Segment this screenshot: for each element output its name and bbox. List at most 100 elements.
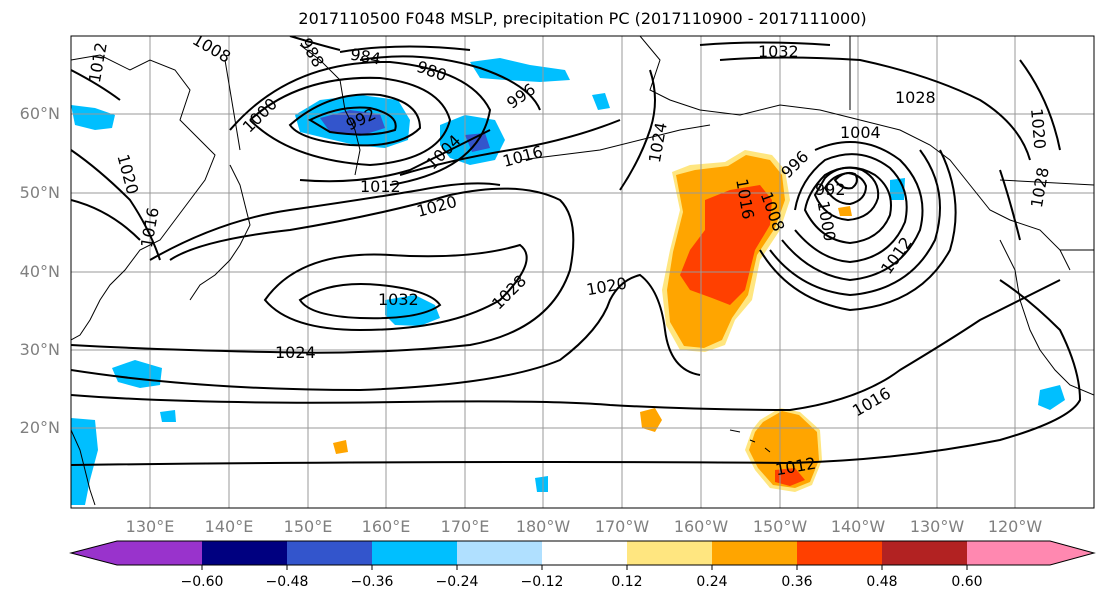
isobar-1012-nw (71, 69, 121, 101)
isobar-1024-north (619, 69, 656, 191)
precip-negative (71, 58, 1065, 505)
label-1004: 1004 (840, 123, 881, 142)
colorbar-tick-label: −0.48 (266, 574, 309, 590)
label-1012-north: 1012 (360, 177, 401, 196)
latitude-labels: 60°N 50°N 40°N 30°N 20°N (20, 104, 60, 437)
colorbar-ticks (201, 565, 968, 570)
colorbar-segment (542, 541, 627, 565)
precip-red-orange (680, 185, 772, 305)
precip-neg-5 (385, 295, 440, 326)
lon-label-160w: 160°W (674, 517, 729, 536)
label-1024: 1024 (275, 343, 316, 362)
isobar-labels: 1032 1032 1028 1028 1028 1024 1024 1020 … (85, 36, 1053, 479)
isobar-1012-low (759, 149, 957, 312)
colorbar-tick-label: −0.24 (436, 574, 479, 590)
lon-label-150w: 150°W (753, 517, 808, 536)
aleutians (519, 124, 711, 161)
colorbar-segment (287, 541, 372, 565)
isobar-1008 (769, 149, 941, 297)
label-1028-ne: 1028 (1027, 166, 1053, 209)
colorbar-segment (457, 541, 542, 565)
lon-label-170e: 170°E (441, 517, 490, 536)
map-frame (70, 35, 1095, 509)
colorbar-segment (712, 541, 797, 565)
lat-label-40n: 40°N (20, 262, 60, 281)
japan (189, 164, 251, 301)
isobar-996 (803, 166, 892, 245)
isobar-1004-west (229, 60, 492, 186)
isobar-996-west (288, 93, 422, 147)
colorbar-tick-label: −0.60 (181, 574, 224, 590)
lon-label-140e: 140°E (205, 517, 254, 536)
label-1028-north: 1028 (895, 88, 936, 107)
precip-neg-8 (1038, 385, 1065, 410)
label-992: 992 (815, 180, 846, 199)
isobar-1012-south (71, 279, 1082, 466)
lat-label-30n: 30°N (20, 340, 60, 359)
isobar-984-low (833, 171, 858, 190)
precip-neg-7 (71, 418, 98, 505)
precip-neg-3 (470, 58, 570, 82)
label-1000: 1000 (814, 199, 840, 242)
isobar-1028-north (719, 56, 1031, 161)
label-1020-nw: 1020 (113, 152, 142, 196)
label-1020-ne: 1020 (1027, 108, 1049, 150)
graticule (71, 36, 1094, 508)
isobar-1016-south (71, 279, 1061, 412)
precip-neg-11 (535, 476, 548, 492)
isobar-1004 (781, 141, 924, 282)
colorbar-tick-label: 0.24 (696, 574, 727, 590)
isobar-1016-nw (71, 199, 141, 241)
philippines (71, 429, 96, 506)
coastlines (71, 36, 1094, 506)
lon-label-140w: 140°W (831, 517, 886, 536)
isobar-992 (813, 166, 880, 222)
colorbar: −0.60 −0.48 −0.36 −0.24 −0.12 0.12 0.24 … (69, 540, 1096, 590)
asia-coast (71, 54, 216, 341)
colorbar-extend-high (967, 541, 1094, 565)
label-1028-west: 1028 (488, 271, 530, 313)
label-1016-south: 1016 (849, 384, 894, 421)
lat-label-50n: 50°N (20, 183, 60, 202)
isobar-1016-north (399, 119, 621, 176)
isobar-1024 (71, 187, 575, 354)
lon-label-120w: 120°W (988, 517, 1043, 536)
lat-label-20n: 20°N (20, 418, 60, 437)
map-title: 2017110500 F048 MSLP, precipitation PC (… (298, 9, 867, 28)
label-1024-north: 1024 (645, 121, 671, 164)
lon-label-170w: 170°W (595, 517, 650, 536)
isobars (71, 36, 1082, 466)
precip-neg-6 (112, 360, 162, 388)
precip-small-3 (838, 206, 852, 216)
isobar-988 (289, 36, 341, 51)
colorbar-segment (797, 541, 882, 565)
isobar-1020-b (149, 182, 501, 261)
isobar-1020-a (71, 273, 701, 392)
label-1012-nw: 1012 (85, 41, 111, 84)
kamchatka (299, 44, 361, 176)
isobar-1000-west (249, 76, 452, 167)
label-980: 980 (414, 57, 449, 85)
colorbar-tick-label: −0.36 (351, 574, 394, 590)
precip-positive (333, 150, 852, 492)
sakhalin (224, 59, 241, 151)
colorbar-segment (372, 541, 457, 565)
label-1020-a: 1020 (415, 192, 459, 221)
north-america-west (999, 239, 1094, 396)
label-1016-north: 1016 (501, 142, 545, 171)
isobar-1020-ne (1019, 59, 1061, 151)
isobar-980 (359, 55, 541, 111)
colorbar-segment (627, 541, 712, 565)
label-1032-west: 1032 (378, 290, 419, 309)
isobar-1000 (794, 153, 908, 264)
hawaii (729, 429, 771, 453)
label-984: 984 (349, 45, 382, 69)
precip-south-orange (749, 411, 819, 488)
colorbar-tick-label: 0.48 (866, 574, 897, 590)
colorbar-outline (69, 540, 1096, 566)
isobar-992-west (307, 106, 397, 136)
map-content: 1032 1032 1028 1028 1028 1024 1024 1020 … (71, 36, 1094, 508)
isobar-1028-ne (999, 169, 1021, 241)
colorbar-segment (202, 541, 287, 565)
